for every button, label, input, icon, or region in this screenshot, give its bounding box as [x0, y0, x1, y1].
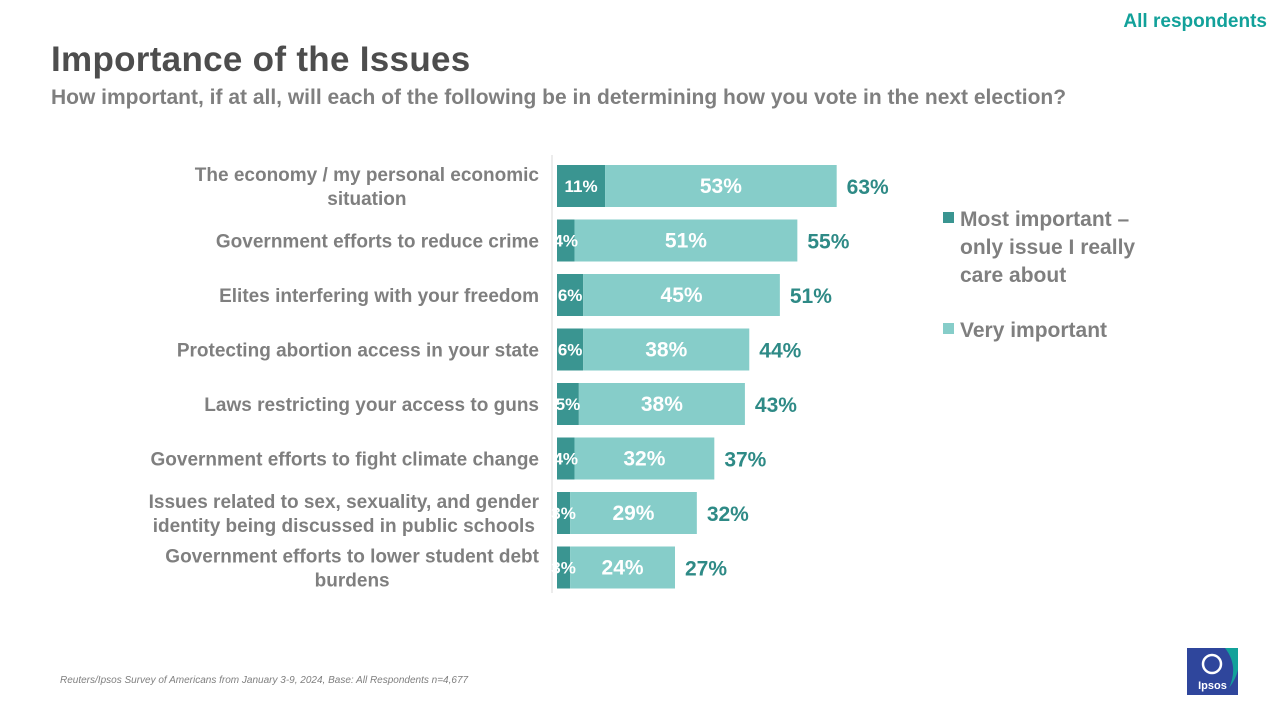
- bar-very-important: [578, 383, 745, 425]
- data-label-very-important: 38%: [645, 339, 687, 362]
- data-label-most-important: 3%: [551, 504, 576, 523]
- page-subtitle: How important, if at all, will each of t…: [51, 86, 1067, 109]
- data-label-most-important: 4%: [553, 450, 578, 469]
- legend-label-very-important: Very important: [960, 317, 1203, 345]
- category-label: Government efforts to fight climate chan…: [151, 450, 540, 471]
- ipsos-logo-mark: [1187, 648, 1238, 695]
- bar-most-important: [557, 492, 571, 534]
- legend-label-most-important: Most important – only issue I really car…: [960, 206, 1203, 290]
- chart-legend: Most important – only issue I really car…: [943, 206, 1203, 372]
- data-label-most-important: 3%: [551, 559, 576, 578]
- page-title: Importance of the Issues: [51, 40, 471, 79]
- category-label: situation: [327, 189, 406, 210]
- data-label-total: 43%: [755, 394, 797, 417]
- legend-label-line: only issue I really: [960, 236, 1136, 259]
- category-label: Government efforts to lower student debt: [165, 547, 539, 568]
- legend-item-very-important: Very important: [943, 317, 1203, 345]
- data-label-very-important: 29%: [612, 502, 654, 525]
- legend-swatch-very-important: [943, 323, 954, 334]
- data-label-most-important: 6%: [558, 286, 583, 305]
- bar-most-important: [557, 546, 571, 589]
- bar-very-important: [570, 492, 697, 534]
- legend-label-line: Very important: [960, 319, 1108, 342]
- data-label-very-important: 24%: [602, 557, 644, 580]
- bar-very-important: [583, 328, 750, 371]
- category-label: The economy / my personal economic: [195, 165, 540, 186]
- data-label-most-important: 6%: [558, 341, 583, 360]
- bar-very-important: [574, 437, 715, 480]
- category-label: Protecting abortion access in your state: [177, 341, 539, 362]
- ipsos-logo: Ipsos: [1187, 648, 1238, 695]
- respondent-filter-label: All respondents: [1123, 11, 1267, 32]
- legend-item-most-important: Most important – only issue I really car…: [943, 206, 1203, 290]
- legend-label-line: Most important –: [960, 208, 1130, 231]
- category-label: Elites interfering with your freedom: [219, 286, 539, 307]
- data-label-total: 32%: [707, 503, 749, 526]
- data-label-very-important: 51%: [665, 230, 707, 253]
- data-label-most-important: 4%: [553, 232, 578, 251]
- bar-most-important: [557, 383, 579, 425]
- data-label-most-important: 5%: [556, 395, 581, 414]
- logo-swoosh: [1225, 648, 1238, 688]
- legend-swatch-most-important: [943, 212, 954, 223]
- category-label: Issues related to sex, sexuality, and ge…: [149, 492, 540, 513]
- data-label-very-important: 38%: [641, 393, 683, 416]
- category-label: Laws restricting your access to guns: [204, 395, 539, 416]
- category-label: burdens: [315, 571, 390, 592]
- bar-very-important: [574, 219, 798, 262]
- data-label-total: 27%: [685, 558, 727, 581]
- data-label-total: 51%: [790, 285, 832, 308]
- data-label-very-important: 32%: [623, 448, 665, 471]
- legend-label-line: care about: [960, 264, 1067, 287]
- logo-text: Ipsos: [1198, 680, 1227, 692]
- bar-most-important: [557, 219, 575, 262]
- bar-most-important: [557, 328, 584, 371]
- bar-most-important: [557, 437, 575, 480]
- source-note: Reuters/Ipsos Survey of Americans from J…: [60, 675, 469, 686]
- data-label-most-important: 11%: [564, 177, 597, 196]
- data-label-very-important: 45%: [661, 284, 703, 307]
- bar-very-important: [570, 546, 675, 589]
- bar-most-important: [557, 274, 584, 316]
- logo-circle: [1201, 653, 1223, 675]
- data-label-total: 63%: [847, 176, 889, 199]
- data-label-total: 37%: [724, 449, 766, 472]
- data-label-total: 55%: [807, 231, 849, 254]
- bar-very-important: [605, 165, 837, 207]
- bar-very-important: [583, 274, 780, 316]
- data-label-total: 44%: [759, 340, 801, 363]
- category-label: identity being discussed in public schoo…: [153, 516, 535, 537]
- category-label: Government efforts to reduce crime: [216, 232, 539, 253]
- data-label-very-important: 53%: [700, 175, 742, 198]
- bar-most-important: [557, 165, 606, 207]
